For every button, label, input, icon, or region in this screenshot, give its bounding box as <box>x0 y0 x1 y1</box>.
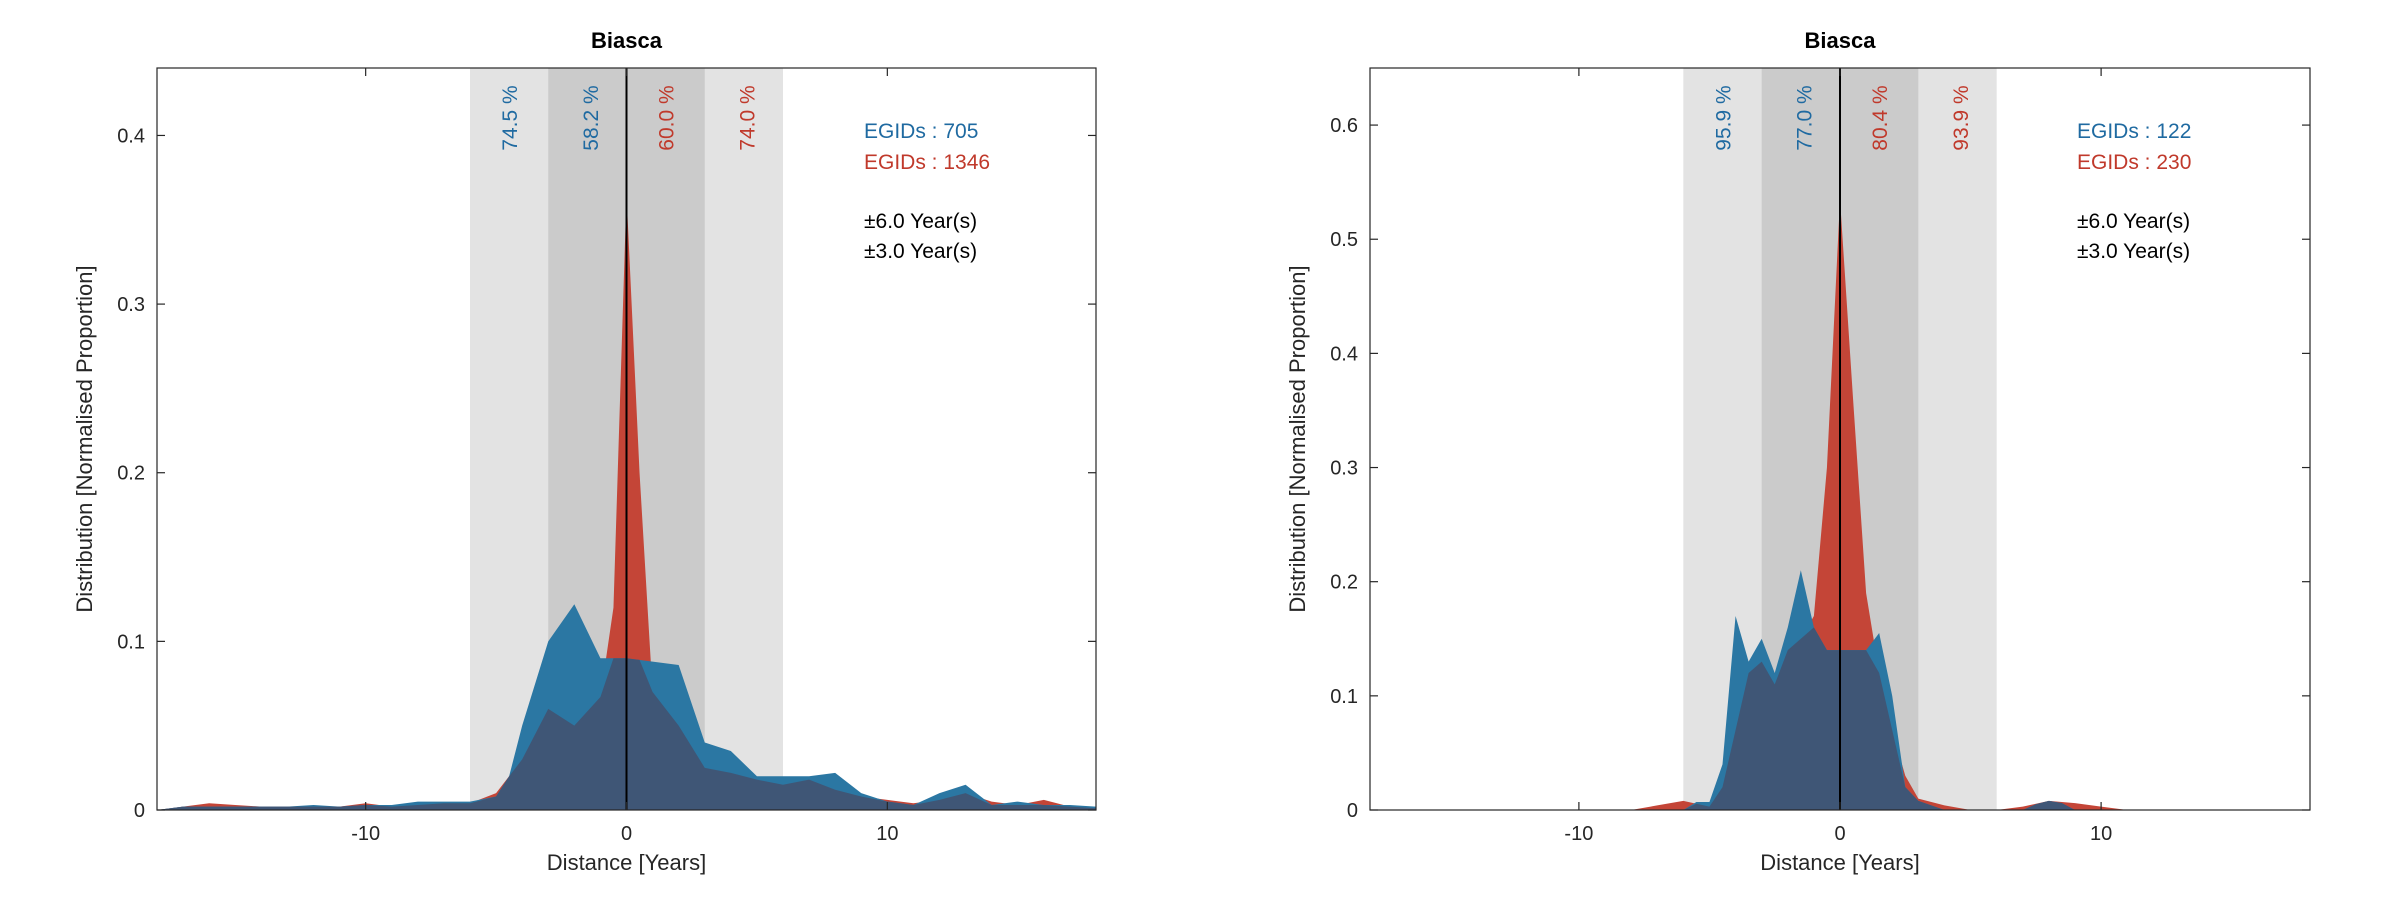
legend-entry-red: EGIDs : 1346 <box>864 151 990 174</box>
y-tick-label: 0.4 <box>1330 343 1358 365</box>
legend-entry-blue: EGIDs : 122 <box>2077 120 2191 143</box>
y-tick-label: 0.3 <box>1330 458 1358 480</box>
y-tick-label: 0 <box>134 800 145 822</box>
x-axis-label: Distance [Years] <box>1760 850 1919 875</box>
x-tick-label: 10 <box>876 823 898 845</box>
y-tick-label: 0.2 <box>117 463 145 485</box>
percent-label-blue: 95.9 % <box>1713 85 1736 150</box>
x-tick-label: 0 <box>621 823 632 845</box>
window-annotation: ±6.0 Year(s) <box>864 210 977 233</box>
window-annotation: ±3.0 Year(s) <box>2077 240 2190 263</box>
legend-entry-red: EGIDs : 230 <box>2077 151 2191 174</box>
percent-label-red: 60.0 % <box>656 85 679 150</box>
percent-label-red: 74.0 % <box>736 85 759 150</box>
window-annotation: ±3.0 Year(s) <box>864 240 977 263</box>
chart-title: Biasca <box>1805 28 1877 53</box>
y-tick-label: 0.1 <box>1330 686 1358 708</box>
y-tick-label: 0.1 <box>117 631 145 653</box>
y-axis-label: Distribution [Normalised Proportion] <box>72 265 97 612</box>
y-tick-label: 0 <box>1347 800 1358 822</box>
y-tick-label: 0.5 <box>1330 229 1358 251</box>
window-annotation: ±6.0 Year(s) <box>2077 210 2190 233</box>
chart-panel-left: 0 0.1 0.2 0.3 0.4 -10 0 10 Biasca Distance [Years… <box>72 28 1097 875</box>
chart-panel-right: 0 0.1 0.2 0.3 0.4 0.5 0.6 -10 0 10 Biasca Distance … <box>1285 28 2311 875</box>
percent-label-blue: 74.5 % <box>499 85 522 150</box>
y-tick-label: 0.2 <box>1330 572 1358 594</box>
x-axis-label: Distance [Years] <box>547 850 706 875</box>
x-tick-label: -10 <box>351 823 380 845</box>
y-tick-label: 0.3 <box>117 294 145 316</box>
y-axis-label: Distribution [Normalised Proportion] <box>1285 265 1310 612</box>
x-tick-label: 10 <box>2090 823 2112 845</box>
x-tick-label: -10 <box>1564 823 1593 845</box>
percent-label-red: 93.9 % <box>1950 85 1973 150</box>
percent-label-blue: 58.2 % <box>580 85 603 150</box>
legend-entry-blue: EGIDs : 705 <box>864 120 978 143</box>
percent-label-red: 80.4 % <box>1869 85 1892 150</box>
x-tick-label: 0 <box>1834 823 1845 845</box>
y-tick-label: 0.4 <box>117 125 145 147</box>
percent-label-blue: 77.0 % <box>1793 85 1816 150</box>
chart-title: Biasca <box>591 28 663 53</box>
y-tick-label: 0.6 <box>1330 115 1358 137</box>
